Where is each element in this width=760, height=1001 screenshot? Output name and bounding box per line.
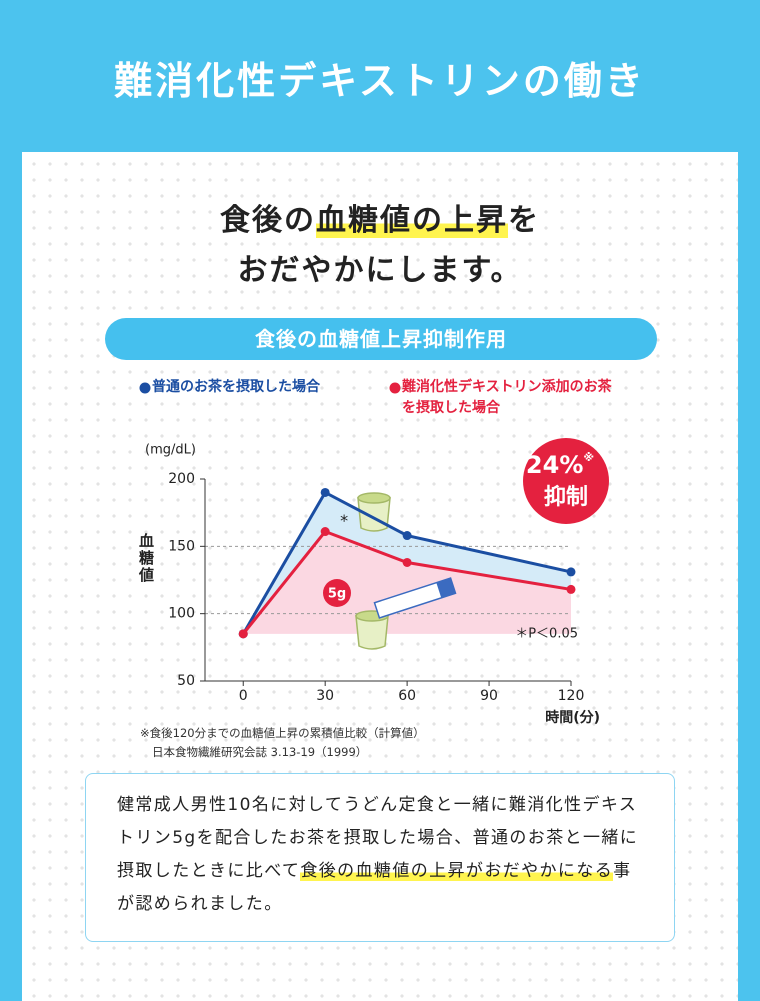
significance-note: ＊P＜0.05 <box>515 627 578 642</box>
data-point <box>402 531 412 541</box>
footnote: 日本食物繊維研究会誌 3.13-19（1999） <box>152 745 368 759</box>
headline: 食後の血糖値の上昇を おだやかにします。 <box>0 196 760 296</box>
data-point <box>320 487 330 497</box>
dose-badge <box>323 579 351 607</box>
badge-value-text: 24% <box>526 451 583 479</box>
reduction-badge <box>523 438 609 524</box>
headline-highlight: 血糖値の上昇 <box>316 203 508 238</box>
legend-text: 普通のお茶を摂取した場合 <box>152 379 320 395</box>
area-fill <box>243 531 571 634</box>
significance-mark: * <box>340 511 348 530</box>
y-axis-unit: (mg/dL) <box>145 443 196 458</box>
description-box <box>85 773 675 942</box>
data-point <box>238 629 248 639</box>
headline-line: 食後の血糖値の上昇を <box>0 196 760 246</box>
x-tick-label: 30 <box>316 688 334 704</box>
x-tick-label: 60 <box>398 688 416 704</box>
badge-label: 抑制 <box>544 484 588 510</box>
footnote: ※食後120分までの血糖値上昇の累積値比較（計算値） <box>140 726 425 740</box>
description-text: 健常成人男性10名に対してうどん定食と一緒に難消化性デキストリン5gを配合したお… <box>117 795 639 881</box>
series-line <box>241 490 572 635</box>
headline-text: 食後の <box>220 203 316 238</box>
cup-illustration <box>355 615 389 650</box>
chart-title: 食後の血糖値上昇抑制作用 <box>105 318 657 360</box>
page-title: 難消化性デキストリンの働き <box>114 59 646 103</box>
x-tick-label: 0 <box>239 688 248 704</box>
y-tick-label: 50 <box>177 673 195 689</box>
legend-marker <box>389 382 401 394</box>
description: 健常成人男性10名に対してうどん定食と一緒に難消化性デキストリン5gを配合したお… <box>117 789 647 921</box>
stick-illustration <box>436 578 456 598</box>
description-text: 事が認められました。 <box>117 861 632 914</box>
dose-label: 5g <box>328 587 346 602</box>
y-axis-label: 血糖値 <box>137 533 155 584</box>
data-point <box>566 567 576 577</box>
data-point <box>566 584 576 594</box>
y-tick-label: 150 <box>168 538 195 554</box>
legend-item: 普通のお茶を摂取した場合 <box>152 377 320 398</box>
data-point <box>320 527 330 537</box>
series-line <box>242 529 572 635</box>
legend-text: 難消化性デキストリン添加のお茶を摂取した場合 <box>402 379 612 416</box>
x-tick-label: 120 <box>558 688 585 704</box>
y-tick-label: 200 <box>168 471 195 487</box>
data-point <box>402 557 412 567</box>
x-tick-label: 90 <box>480 688 498 704</box>
headline-line: おだやかにします。 <box>237 253 523 288</box>
y-tick-label: 100 <box>168 606 195 622</box>
headline-text: を <box>508 203 540 238</box>
badge-value: 24%※ <box>526 451 594 479</box>
cup-illustration <box>357 492 391 504</box>
x-axis-label: 時間(分) <box>545 709 600 726</box>
description-highlight: 食後の血糖値の上昇がおだやかになる <box>300 861 614 881</box>
legend-marker <box>139 382 151 394</box>
badge-mark: ※ <box>583 451 594 464</box>
legend-item: 難消化性デキストリン添加のお茶を摂取した場合 <box>402 377 612 419</box>
